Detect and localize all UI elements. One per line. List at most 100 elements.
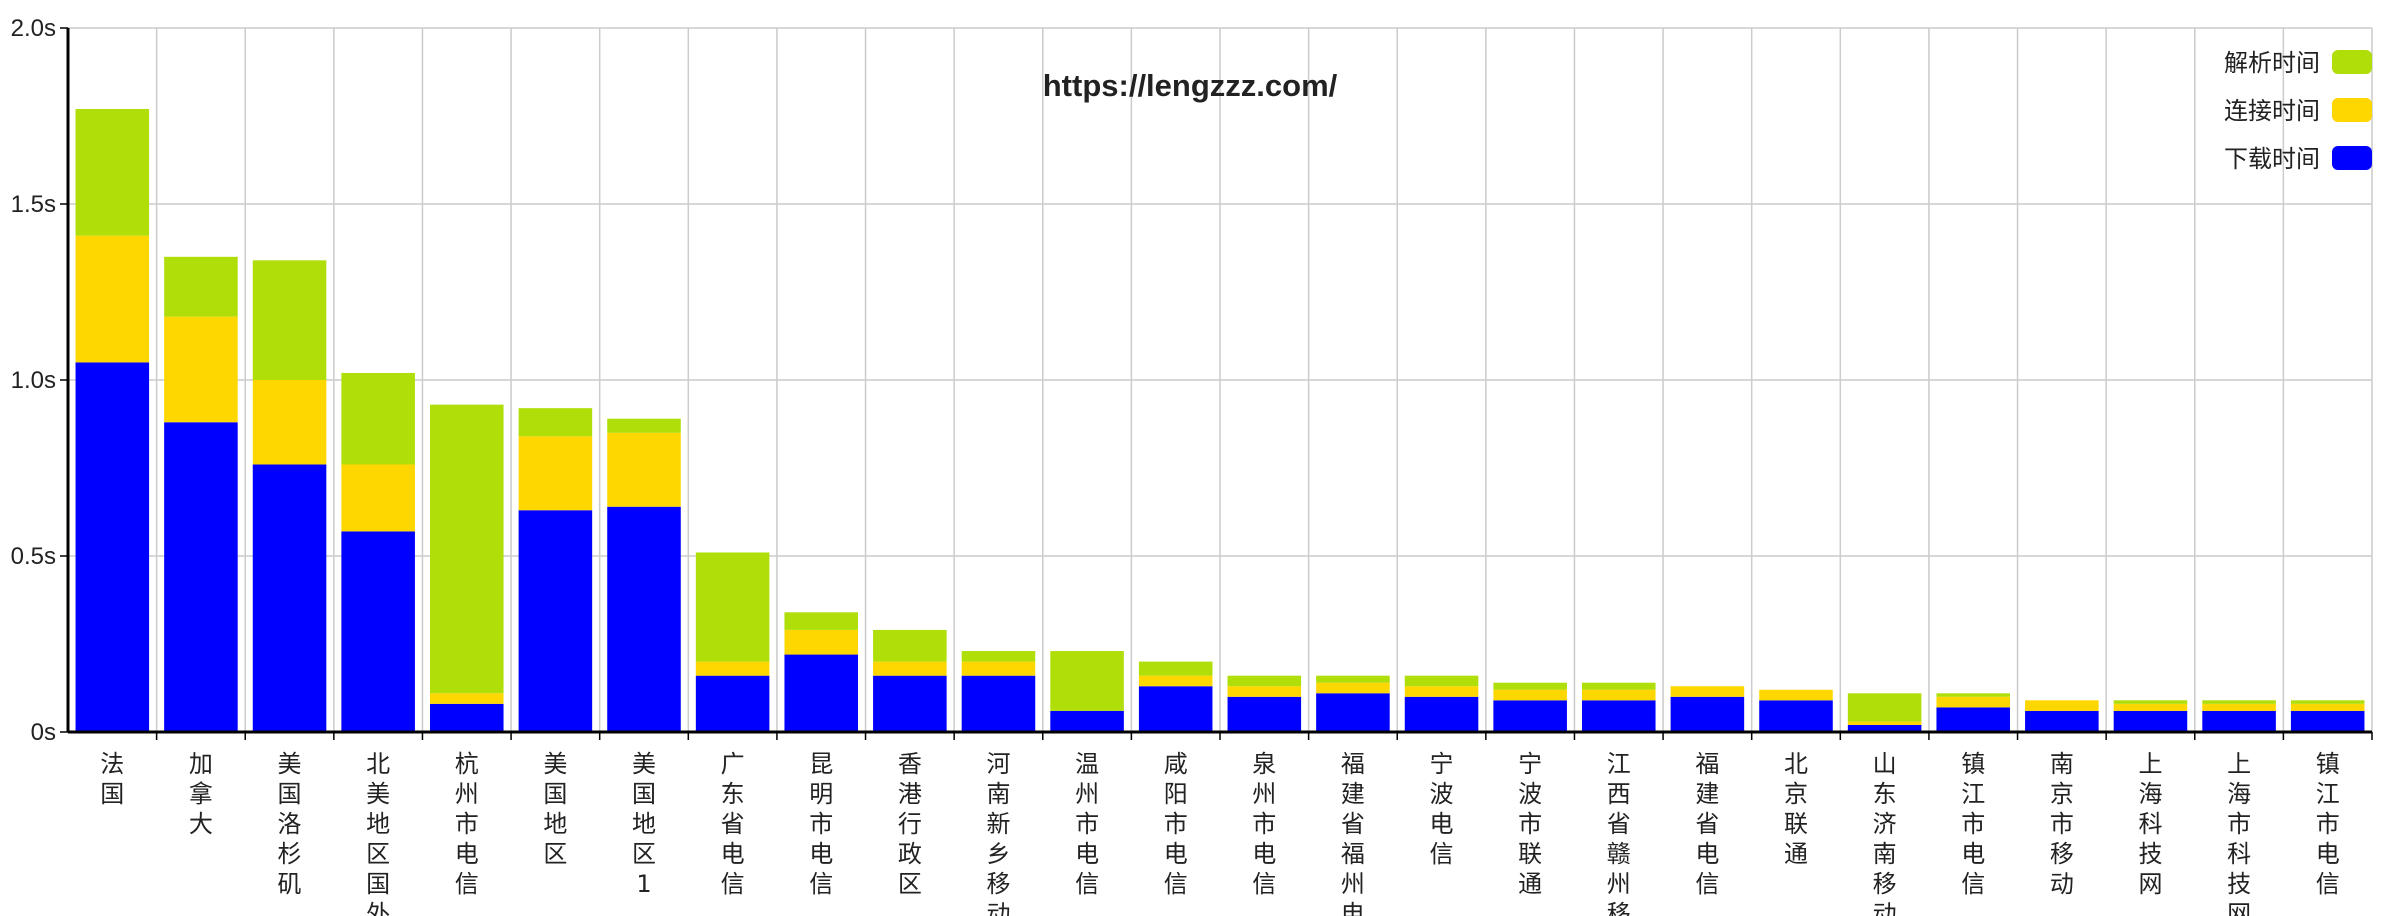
y-tick-label: 2.0s: [11, 15, 56, 42]
bar-segment: [1670, 686, 1745, 697]
bar-segment: [873, 675, 947, 732]
bar-segment: [518, 436, 593, 511]
bar-segment: [1050, 651, 1124, 711]
legend-swatch: [2332, 98, 2372, 122]
legend-label: 下载时间: [2224, 145, 2320, 173]
bar-segment: [341, 464, 415, 532]
legend-swatch: [2332, 146, 2372, 170]
bar-segment: [695, 675, 770, 732]
bar-segment: [518, 510, 593, 732]
bar-segment: [961, 651, 1036, 662]
legend-label: 连接时间: [2224, 97, 2320, 125]
bar-segment: [1493, 682, 1567, 690]
x-tick-label: 加拿大: [189, 750, 213, 838]
bar-segment: [2290, 710, 2365, 732]
x-tick-label: 香港行政区: [898, 750, 922, 898]
bar-segment: [1227, 675, 1302, 687]
bar-segment: [252, 464, 327, 732]
bar-segment: [1759, 700, 1833, 732]
bar-segment: [1581, 689, 1656, 701]
bar-segment: [341, 531, 415, 732]
x-tick-label: 上海科技网: [2138, 750, 2162, 898]
bar-segment: [607, 418, 681, 433]
bar-segment: [961, 675, 1036, 732]
bar-segment: [1493, 700, 1567, 732]
bar-segment: [1316, 682, 1390, 694]
x-tick-label: 美国地区 1: [632, 750, 656, 898]
x-tick-label: 镇江市电信: [2316, 750, 2340, 898]
x-tick-label: 法国: [100, 750, 124, 808]
bar-segment: [1936, 693, 2011, 697]
bar-segment: [1316, 675, 1390, 683]
x-tick-label: 山东济南移动: [1873, 750, 1897, 916]
bar-segment: [1227, 696, 1302, 732]
bar-segment: [75, 362, 150, 732]
legend-label: 解析时间: [2224, 49, 2320, 77]
bar-segment: [784, 612, 859, 630]
x-tick-label: 江西省赣州移动: [1607, 750, 1631, 916]
bar-segment: [1316, 693, 1390, 732]
bar-segment: [607, 432, 681, 507]
bar-segment: [1670, 696, 1745, 732]
bar-segment: [695, 552, 770, 662]
x-tick-label: 福建省福州电信: [1341, 750, 1365, 916]
x-tick-label: 美国地区: [543, 750, 567, 868]
bar-segment: [607, 506, 681, 732]
x-tick-label: 杭州市电信: [455, 750, 479, 898]
x-tick-label: 咸阳市电信: [1164, 750, 1188, 898]
bar-segment: [1847, 721, 1922, 725]
bars: [75, 108, 2365, 732]
bar-segment: [695, 661, 770, 676]
bar-segment: [1050, 710, 1124, 732]
chart-title: https://lengzzz.com/: [1043, 68, 1338, 103]
x-tick-label: 昆明市电信: [809, 750, 833, 898]
x-tick-label: 美国洛杉矶: [278, 750, 302, 898]
y-tick-label: 1.0s: [11, 367, 56, 394]
bar-segment: [2025, 700, 2099, 711]
bar-segment: [1759, 689, 1833, 701]
x-tick-label: 宁波市联通: [1518, 750, 1542, 898]
bar-segment: [1138, 675, 1213, 687]
bar-segment: [1138, 686, 1213, 732]
x-tick-labels: 法国 加拿大 美国洛杉矶 北美地区国外 杭州市电信 美国地区 美国地区 1 广东省电信 昆明市电信…: [100, 750, 2339, 916]
x-tick-label: 南京市移动: [2050, 750, 2074, 898]
x-tick-label: 镇江市电信: [1961, 750, 1985, 898]
bar-segment: [75, 235, 150, 363]
bar-segment: [164, 316, 238, 423]
x-tick-label: 泉州市电信: [1252, 750, 1276, 898]
y-tick-label: 0.5s: [11, 543, 56, 570]
bar-segment: [429, 693, 504, 704]
bar-segment: [341, 372, 415, 465]
bar-segment: [429, 703, 504, 732]
bar-segment: [2202, 710, 2276, 732]
x-tick-label: 河南新乡移动: [986, 750, 1010, 916]
bar-segment: [2113, 710, 2188, 732]
bar-segment: [1581, 682, 1656, 690]
bar-segment: [784, 654, 859, 732]
bar-segment: [1936, 696, 2011, 708]
x-tick-label: 北京联通: [1784, 750, 1808, 868]
bar-segment: [961, 661, 1036, 676]
y-ticks: 0s 0.5s 1.0s 1.5s 2.0s: [11, 15, 68, 746]
bar-segment: [1847, 693, 1922, 722]
bar-segment: [2025, 710, 2099, 732]
bar-segment: [1404, 675, 1479, 687]
bar-segment: [1581, 700, 1656, 732]
x-tick-label: 上海市科技网: [2227, 750, 2251, 916]
bar-segment: [252, 260, 327, 380]
bar-segment: [164, 256, 238, 317]
bar-segment: [2290, 703, 2365, 711]
x-tick-label: 北美地区国外: [366, 750, 390, 916]
bar-segment: [75, 108, 150, 236]
bar-segment: [1404, 686, 1479, 697]
bar-segment: [1138, 661, 1213, 676]
bar-segment: [1847, 724, 1922, 732]
bar-segment: [252, 380, 327, 465]
bar-segment: [873, 629, 947, 662]
bar-segment: [1227, 686, 1302, 697]
bar-segment: [164, 422, 238, 732]
bar-segment: [1936, 707, 2011, 732]
